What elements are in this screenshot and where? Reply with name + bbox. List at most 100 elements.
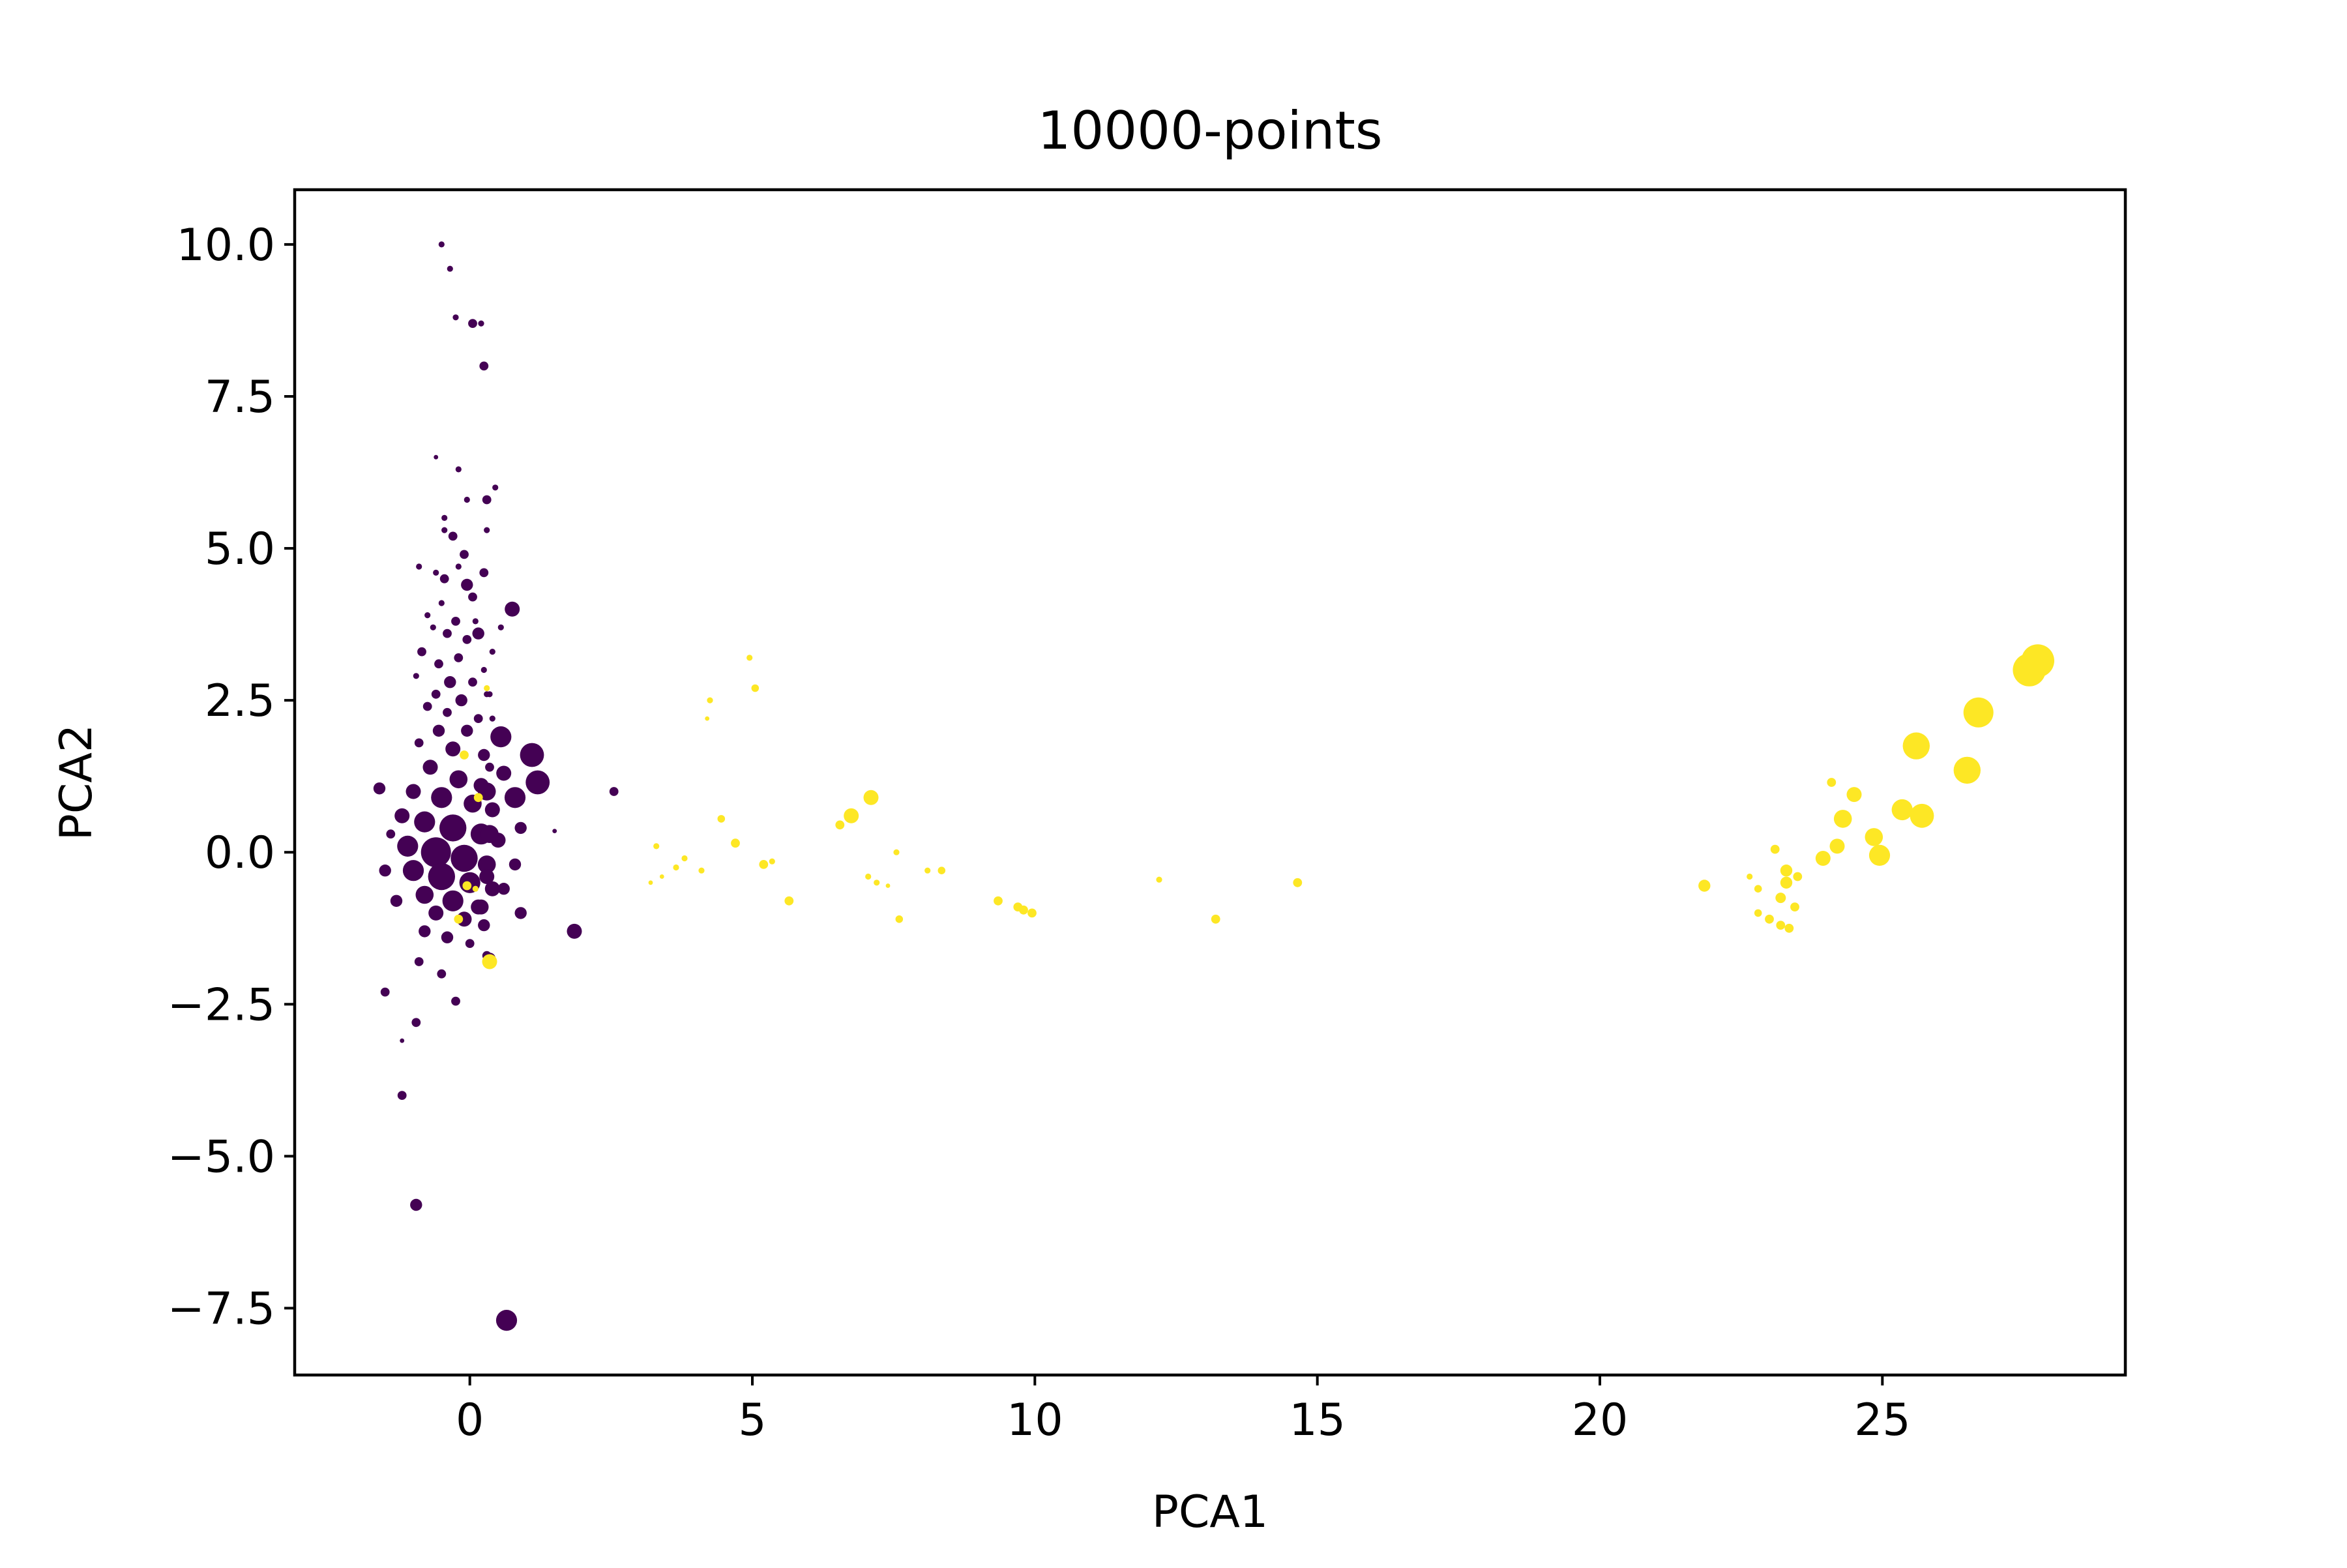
data-point-series-1-4 xyxy=(462,881,472,891)
y-tick-label: 2.5 xyxy=(205,675,275,727)
data-point-series-0-26 xyxy=(462,635,472,644)
data-point-series-0-95 xyxy=(490,726,512,748)
data-point-series-1-63 xyxy=(1963,697,1994,728)
data-point-series-1-21 xyxy=(784,896,794,906)
data-point-series-0-68 xyxy=(442,890,464,911)
data-point-series-0-12 xyxy=(448,531,458,541)
data-point-series-1-9 xyxy=(659,874,664,879)
data-point-series-0-55 xyxy=(414,811,435,833)
data-point-series-0-0 xyxy=(438,241,445,248)
data-point-series-0-22 xyxy=(451,617,460,626)
data-point-series-1-1 xyxy=(482,954,497,969)
data-point-series-0-6 xyxy=(434,454,439,460)
data-point-series-0-105 xyxy=(484,691,490,698)
data-point-series-0-19 xyxy=(468,592,477,602)
x-tick-label: 25 xyxy=(1854,1395,1911,1446)
y-tick-label: 7.5 xyxy=(205,372,275,423)
y-tick-label: −7.5 xyxy=(168,1283,275,1335)
data-point-series-0-34 xyxy=(468,677,477,687)
data-point-series-1-50 xyxy=(1793,872,1803,881)
data-point-series-1-27 xyxy=(885,883,891,888)
data-point-series-0-107 xyxy=(552,829,557,833)
data-point-series-0-101 xyxy=(525,770,550,795)
data-point-series-0-4 xyxy=(478,320,484,327)
data-point-series-1-39 xyxy=(1698,880,1711,892)
data-point-series-1-25 xyxy=(865,873,872,880)
data-point-series-1-12 xyxy=(698,867,705,874)
data-point-series-1-22 xyxy=(835,820,845,830)
data-point-series-1-2 xyxy=(460,750,469,760)
data-point-series-1-42 xyxy=(1754,909,1762,917)
data-point-series-1-26 xyxy=(874,880,880,886)
data-point-series-1-55 xyxy=(1833,810,1852,828)
data-point-series-0-90 xyxy=(496,765,512,781)
data-point-series-1-51 xyxy=(1790,902,1799,911)
data-point-series-1-46 xyxy=(1770,844,1780,854)
data-point-series-0-32 xyxy=(413,673,419,679)
data-point-series-0-31 xyxy=(480,666,487,673)
data-point-series-1-38 xyxy=(1293,878,1303,887)
data-point-series-0-94 xyxy=(497,883,510,895)
x-tick-label: 15 xyxy=(1289,1395,1346,1446)
data-point-series-1-57 xyxy=(1865,828,1883,846)
data-point-series-1-60 xyxy=(1902,732,1930,760)
data-point-series-1-29 xyxy=(895,915,904,923)
data-point-series-1-32 xyxy=(994,896,1003,906)
data-point-series-0-7 xyxy=(455,466,462,473)
data-point-series-1-49 xyxy=(1780,865,1793,877)
data-point-series-0-20 xyxy=(438,600,445,606)
data-point-series-0-33 xyxy=(444,676,456,688)
data-point-series-0-114 xyxy=(489,649,495,655)
data-point-series-0-62 xyxy=(477,855,496,874)
data-point-series-0-35 xyxy=(431,689,441,699)
data-point-series-0-56 xyxy=(439,814,467,842)
data-point-series-1-65 xyxy=(2021,644,2054,677)
data-point-series-1-62 xyxy=(1953,756,1981,784)
data-point-series-0-81 xyxy=(411,1018,421,1028)
data-point-series-0-21 xyxy=(424,612,431,619)
data-point-series-0-16 xyxy=(416,563,422,570)
data-point-series-1-11 xyxy=(681,855,688,862)
data-point-series-0-64 xyxy=(428,863,455,891)
data-point-series-1-5 xyxy=(454,914,464,924)
data-point-series-0-15 xyxy=(433,569,439,576)
data-point-series-0-78 xyxy=(437,969,447,979)
data-point-series-0-70 xyxy=(428,905,444,921)
data-point-series-0-42 xyxy=(461,724,473,737)
data-point-series-0-80 xyxy=(451,996,460,1006)
data-point-series-0-46 xyxy=(485,762,494,772)
data-point-series-0-60 xyxy=(421,837,451,868)
data-point-series-1-8 xyxy=(653,843,660,850)
data-point-series-1-34 xyxy=(1019,905,1028,915)
data-point-series-0-110 xyxy=(441,527,448,533)
data-point-series-0-17 xyxy=(439,574,449,584)
data-point-series-0-24 xyxy=(497,624,504,630)
data-point-series-0-67 xyxy=(415,885,434,904)
data-point-series-0-2 xyxy=(452,314,459,321)
data-point-series-0-11 xyxy=(441,514,448,522)
data-point-series-0-102 xyxy=(567,923,582,939)
data-point-series-0-9 xyxy=(482,495,492,505)
data-point-series-1-7 xyxy=(648,880,653,885)
data-point-series-0-61 xyxy=(450,844,478,872)
data-point-series-0-40 xyxy=(473,714,483,723)
data-point-series-0-82 xyxy=(400,1038,405,1043)
data-point-series-1-54 xyxy=(1829,838,1845,854)
data-point-series-0-47 xyxy=(422,760,438,775)
data-point-series-0-86 xyxy=(373,782,386,795)
data-point-series-1-48 xyxy=(1780,876,1793,889)
data-point-series-0-14 xyxy=(460,550,469,559)
data-point-series-0-87 xyxy=(386,829,396,839)
data-point-series-0-18 xyxy=(461,578,473,591)
data-point-series-1-10 xyxy=(673,864,679,871)
data-point-series-0-112 xyxy=(479,568,489,578)
data-point-series-0-106 xyxy=(489,715,495,722)
data-point-series-0-89 xyxy=(390,895,403,908)
data-point-series-0-8 xyxy=(464,496,470,503)
data-point-series-1-30 xyxy=(924,867,931,874)
data-point-series-0-103 xyxy=(505,601,520,617)
data-point-series-1-52 xyxy=(1815,851,1831,866)
x-tick-label: 5 xyxy=(738,1395,766,1446)
y-axis-label: PCA2 xyxy=(51,724,102,840)
